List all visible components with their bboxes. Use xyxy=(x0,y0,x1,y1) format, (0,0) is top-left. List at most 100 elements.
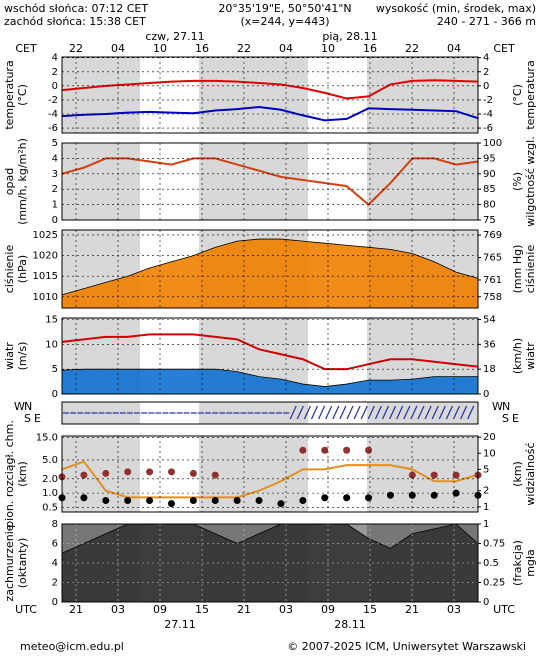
coords: 20°35'19"E, 50°50'41"N xyxy=(218,2,351,15)
y-tick-label: 0 xyxy=(52,81,58,92)
dot xyxy=(452,489,460,497)
y2-tick-label: 2 xyxy=(483,67,489,78)
wind-arrow xyxy=(460,405,468,420)
bottom-tick: 03 xyxy=(111,603,125,616)
y2-tick-label: -2 xyxy=(483,95,493,106)
dot xyxy=(408,471,416,479)
dot xyxy=(211,471,219,479)
y2-tick-label: 18 xyxy=(483,364,496,375)
y-axis-title: opad xyxy=(3,168,16,195)
dot xyxy=(211,496,219,504)
y2-tick-label: 758 xyxy=(483,292,502,303)
wind-arrow xyxy=(310,405,319,420)
y-tick-label: 3 xyxy=(52,169,58,180)
y2-tick-label: 90 xyxy=(483,169,496,180)
bottom-tick: 09 xyxy=(153,603,167,616)
line xyxy=(61,460,479,499)
sunrise: wschód słońca: 07:12 CET xyxy=(4,2,148,15)
wind-dir: S xyxy=(502,412,509,425)
panel-frame xyxy=(61,142,479,221)
top-tick: 04 xyxy=(111,42,125,55)
wind-arrow xyxy=(438,405,446,420)
panel-frame xyxy=(61,435,479,513)
y2-axis-title: wilgotność wzgl. xyxy=(524,136,537,226)
y-tick-label: 1025 xyxy=(33,230,58,241)
y-tick-label: 0 xyxy=(52,597,58,608)
wind-arrow xyxy=(381,405,390,420)
y-tick-label: 15 xyxy=(45,314,58,325)
wind-dir: S xyxy=(24,412,31,425)
y-tick-label: 1.0 xyxy=(42,488,58,499)
y2-axis-title: temperatura xyxy=(524,60,537,129)
time-zone: UTC xyxy=(493,603,515,616)
y-tick-label: 1 xyxy=(52,200,58,211)
dot xyxy=(365,446,373,454)
dot xyxy=(299,446,307,454)
y2-tick-label: 95 xyxy=(483,153,496,164)
dot xyxy=(343,446,351,454)
wind-arrow xyxy=(374,405,382,420)
time-zone: CET xyxy=(15,42,37,55)
y2-axis-title: (km/h) xyxy=(511,338,524,374)
wind-dir: E xyxy=(512,412,519,425)
y-axis-title: wiatr xyxy=(3,342,16,370)
bottom-tick: 15 xyxy=(195,603,209,616)
y-axis-title: temperatura xyxy=(3,60,16,129)
dot xyxy=(102,469,110,477)
dot xyxy=(167,468,175,476)
dot xyxy=(80,471,88,479)
y-tick-label: 0.5 xyxy=(42,502,58,513)
y-axis-title: (mm/h, kg/m²h) xyxy=(16,138,29,225)
dot xyxy=(343,494,351,502)
y2-axis-title: (%) xyxy=(511,172,524,191)
area xyxy=(61,238,479,309)
sunset: zachód słońca: 15:38 CET xyxy=(4,15,146,28)
top-tick: 04 xyxy=(447,42,461,55)
y-axis-title: zachmurzenie xyxy=(3,524,16,601)
y2-tick-label: 0 xyxy=(483,81,489,92)
y-axis-title: ciśnienie xyxy=(3,245,16,294)
wind-arrow xyxy=(346,405,354,420)
bottom-tick: 21 xyxy=(69,603,83,616)
panel-bg xyxy=(62,436,478,512)
panel-frame xyxy=(61,229,479,309)
y-tick-label: 0 xyxy=(52,389,58,400)
footer-left: meteo@icm.edu.pl xyxy=(20,640,124,653)
wind-arrow xyxy=(417,405,425,420)
panel-frame xyxy=(61,56,479,134)
dot xyxy=(189,469,197,477)
daylight xyxy=(140,57,199,133)
y2-tick-label: 36 xyxy=(483,339,496,350)
y-tick-label: 8 xyxy=(52,519,58,530)
y2-tick-label: 761 xyxy=(483,275,502,286)
bottom-tick: 03 xyxy=(279,603,293,616)
bottom-tick: 03 xyxy=(447,603,461,616)
y2-tick-label: 765 xyxy=(483,252,502,263)
top-tick: 10 xyxy=(153,42,167,55)
y2-tick-label: 0.75 xyxy=(483,539,505,550)
wind-dir: W xyxy=(492,400,503,413)
panel-frame xyxy=(61,523,479,603)
wind-arrow xyxy=(303,405,311,420)
wind-arrow xyxy=(424,405,432,420)
wind-arrow xyxy=(325,405,333,420)
y-axis-title: pion. rozciągł. chm. xyxy=(3,420,16,528)
dot xyxy=(321,494,329,502)
y-tick-label: 1010 xyxy=(33,292,58,303)
time-zone: UTC xyxy=(15,603,37,616)
y2-tick-label: 1 xyxy=(483,519,489,530)
top-tick: 04 xyxy=(279,42,293,55)
panel-bg xyxy=(62,57,478,133)
y-tick-label: 2 xyxy=(52,578,58,589)
y2-axis-title: (°C) xyxy=(511,84,524,106)
y2-axis-title: mgła xyxy=(524,549,537,577)
wind-arrow xyxy=(389,405,397,420)
y2-tick-label: 54 xyxy=(483,315,496,326)
daylight xyxy=(308,402,367,424)
y-axis-title: (hPa) xyxy=(16,255,29,283)
dot xyxy=(321,446,329,454)
wind-arrow xyxy=(360,405,368,420)
panel-frame xyxy=(61,317,479,395)
wind-arrow xyxy=(452,405,461,420)
y2-axis-title: ciśnienie xyxy=(524,245,537,294)
